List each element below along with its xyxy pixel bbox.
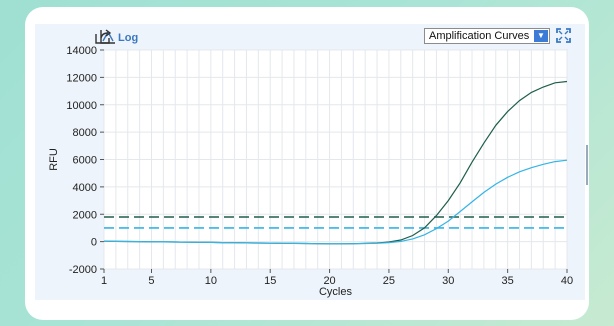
x-tick-label: 10	[205, 275, 217, 287]
y-tick-label: 2000	[73, 209, 97, 221]
x-tick-label: 20	[323, 275, 335, 287]
expand-icon[interactable]	[556, 28, 571, 43]
y-tick-label: 10000	[66, 100, 97, 112]
y-tick-label: 14000	[66, 45, 97, 57]
y-tick-label: 6000	[73, 155, 97, 167]
y-axis-label: RFU	[48, 148, 60, 171]
resize-handle[interactable]	[586, 145, 588, 185]
export-icon[interactable]	[95, 29, 112, 44]
x-axis-label: Cycles	[319, 286, 353, 298]
chevron-down-icon: ▼	[534, 30, 548, 42]
x-tick-label: 5	[148, 275, 154, 287]
log-scale-toggle[interactable]: Log	[118, 32, 139, 44]
x-tick-label: 25	[383, 275, 395, 287]
x-tick-label: 40	[561, 275, 573, 287]
series-line[interactable]	[103, 159, 568, 245]
view-select-value: Amplification Curves	[429, 30, 530, 42]
x-tick-label: 30	[442, 275, 454, 287]
x-tick-label: 15	[264, 275, 276, 287]
y-tick-label: 0	[91, 237, 97, 249]
y-tick-label: 4000	[73, 182, 97, 194]
x-tick-label: 1	[101, 275, 107, 287]
y-tick-label: 8000	[73, 127, 97, 139]
x-tick-label: 35	[502, 275, 514, 287]
y-tick-label: 12000	[66, 72, 97, 84]
y-tick-label: -2000	[69, 264, 97, 276]
view-select[interactable]: Amplification Curves ▼	[424, 28, 550, 44]
